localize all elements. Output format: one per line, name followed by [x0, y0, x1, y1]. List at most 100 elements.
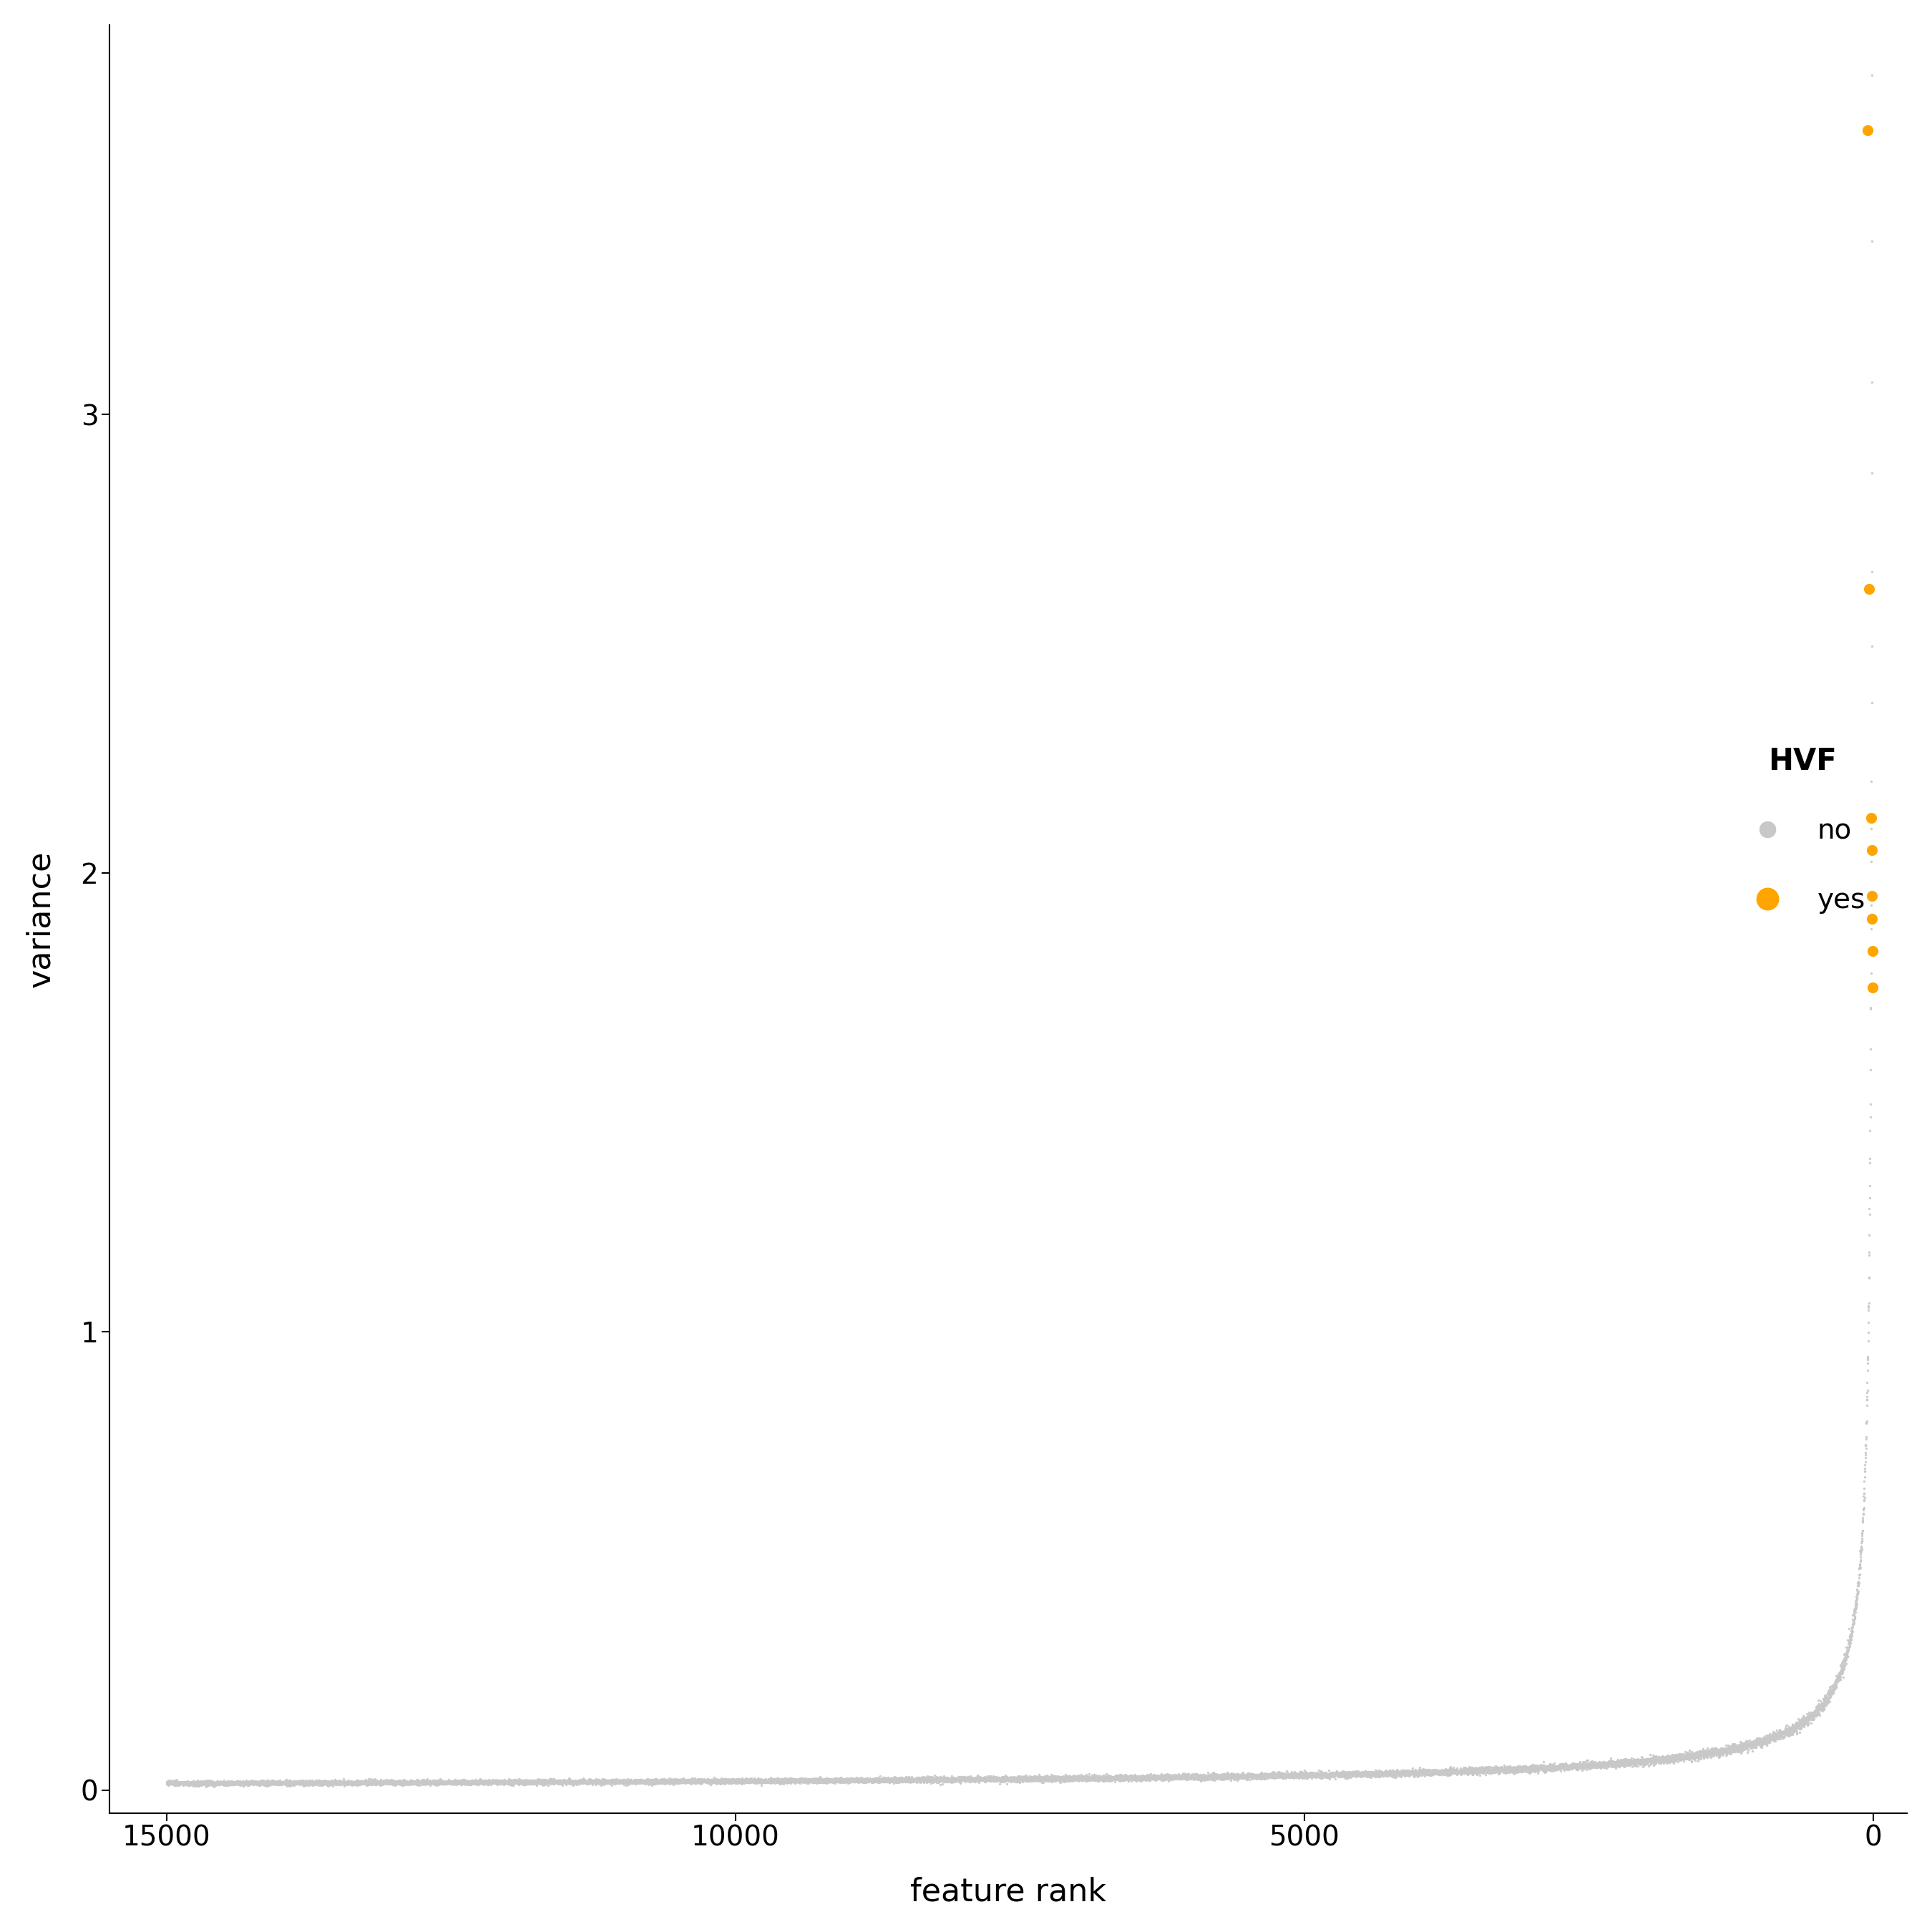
Point: [1182, 1760, 1213, 1791]
Point: [363, 1768, 394, 1799]
Point: [253, 1768, 284, 1799]
Point: [1604, 1748, 1634, 1779]
Point: [269, 1768, 299, 1799]
Point: [1472, 1752, 1503, 1783]
Point: [315, 1768, 346, 1799]
Point: [383, 1766, 413, 1797]
Point: [1200, 1762, 1231, 1793]
Point: [1505, 1752, 1536, 1783]
Point: [1600, 1747, 1631, 1777]
Point: [1692, 1739, 1723, 1770]
Point: [1739, 1729, 1770, 1760]
Point: [464, 1766, 495, 1797]
Point: [1789, 1704, 1820, 1735]
Point: [1835, 1619, 1866, 1650]
Point: [1213, 1762, 1244, 1793]
Point: [1696, 1737, 1727, 1768]
Point: [1484, 1752, 1515, 1783]
Point: [1517, 1750, 1548, 1781]
Point: [350, 1766, 381, 1797]
Point: [1503, 1754, 1534, 1785]
Point: [1291, 1762, 1321, 1793]
Point: [191, 1766, 222, 1797]
Point: [1499, 1752, 1530, 1783]
Point: [837, 1764, 867, 1795]
Point: [375, 1768, 406, 1799]
Point: [1459, 1756, 1490, 1787]
Point: [775, 1764, 806, 1795]
Point: [197, 1768, 228, 1799]
Point: [875, 1766, 906, 1797]
Point: [1575, 1750, 1605, 1781]
Point: [871, 1762, 902, 1793]
Point: [1395, 1758, 1426, 1789]
Point: [746, 1766, 777, 1797]
Point: [1074, 1762, 1105, 1793]
Point: [1024, 1760, 1055, 1791]
Point: [1457, 1752, 1488, 1783]
Point: [821, 1764, 852, 1795]
Point: [753, 1768, 784, 1799]
Point: [798, 1766, 829, 1797]
Point: [1522, 1752, 1553, 1783]
Point: [1706, 1737, 1737, 1768]
Point: [931, 1764, 962, 1795]
Point: [216, 1768, 247, 1799]
Point: [1565, 1750, 1596, 1781]
Point: [1233, 1762, 1264, 1793]
Point: [1173, 1760, 1204, 1791]
Point: [390, 1768, 421, 1799]
Point: [906, 1764, 937, 1795]
Point: [1331, 1760, 1362, 1791]
Point: [806, 1766, 837, 1797]
Point: [844, 1766, 875, 1797]
Point: [1621, 1747, 1652, 1777]
Point: [1005, 1764, 1036, 1795]
Point: [952, 1762, 983, 1793]
Point: [775, 1762, 806, 1793]
Point: [568, 1766, 599, 1797]
Point: [947, 1764, 978, 1795]
Point: [748, 1766, 779, 1797]
Point: [1808, 1690, 1839, 1721]
Point: [460, 1764, 491, 1795]
Point: [906, 1762, 937, 1793]
Point: [918, 1764, 949, 1795]
Point: [1793, 1704, 1824, 1735]
Point: [1776, 1714, 1806, 1745]
Point: [1273, 1760, 1304, 1791]
Point: [879, 1764, 910, 1795]
Point: [667, 1764, 697, 1795]
Point: [415, 1768, 446, 1799]
Point: [537, 1764, 568, 1795]
Point: [1306, 1758, 1337, 1789]
Point: [1184, 1762, 1215, 1793]
Point: [340, 1768, 371, 1799]
Point: [757, 1766, 788, 1797]
Point: [904, 1764, 935, 1795]
Point: [1327, 1758, 1358, 1789]
Point: [823, 1762, 854, 1793]
Point: [427, 1766, 458, 1797]
Point: [898, 1766, 929, 1797]
Point: [423, 1766, 454, 1797]
Point: [1464, 1756, 1495, 1787]
Point: [396, 1768, 427, 1799]
Point: [361, 1766, 392, 1797]
Point: [1314, 1760, 1345, 1791]
Point: [1747, 1725, 1777, 1756]
Point: [923, 1764, 954, 1795]
Point: [589, 1766, 620, 1797]
Point: [966, 1764, 997, 1795]
Point: [257, 1768, 288, 1799]
Point: [214, 1768, 245, 1799]
Point: [160, 1768, 191, 1799]
Point: [1443, 1756, 1474, 1787]
Point: [759, 1766, 790, 1797]
Point: [1250, 1760, 1281, 1791]
Point: [879, 1764, 910, 1795]
Point: [498, 1766, 529, 1797]
Point: [709, 1768, 740, 1799]
Point: [898, 1764, 929, 1795]
Point: [1316, 1758, 1347, 1789]
